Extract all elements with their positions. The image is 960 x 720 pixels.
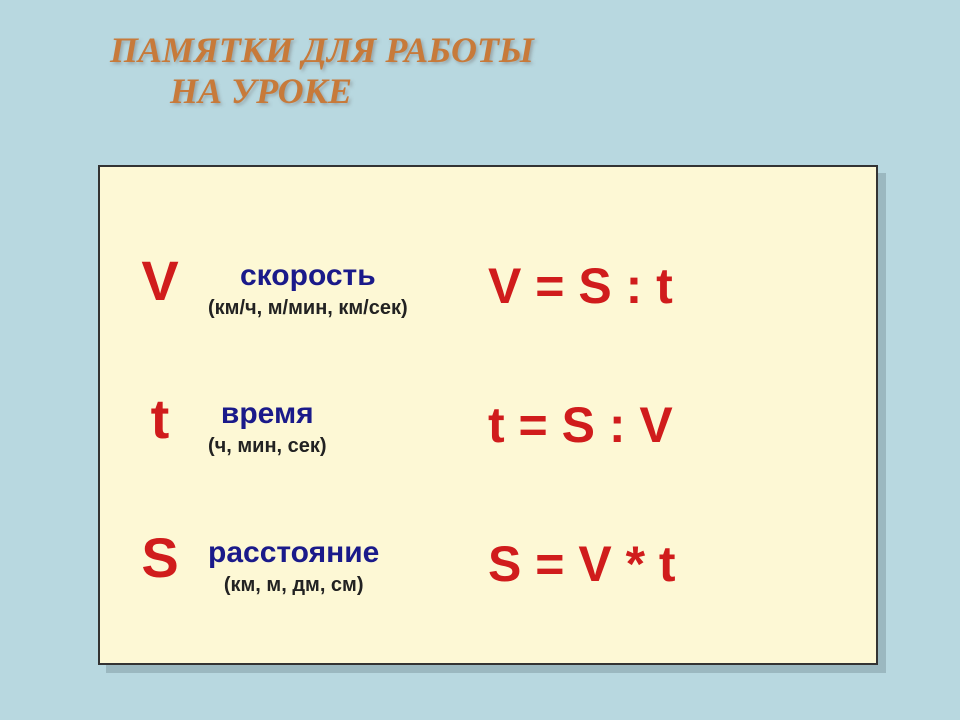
page-title: ПАМЯТКИ ДЛЯ РАБОТЫ НА УРОКЕ [110, 30, 534, 113]
row-speed: V скорость (км/ч, м/мин, км/сек) V = S :… [130, 253, 846, 320]
label-block: расстояние (км, м, дм, см) [208, 530, 379, 597]
units-distance: (км, м, дм, см) [224, 574, 364, 597]
label-distance: расстояние [208, 536, 379, 570]
row-time: t время (ч, мин, сек) t = S : V [130, 391, 846, 458]
label-speed: скорость [240, 259, 376, 293]
symbol-t: t [130, 391, 190, 447]
label-time: время [221, 397, 314, 431]
formula-s: S = V * t [488, 535, 846, 593]
formula-card: V скорость (км/ч, м/мин, км/сек) V = S :… [98, 165, 878, 665]
label-block: время (ч, мин, сек) [208, 391, 327, 458]
row-left: t время (ч, мин, сек) [130, 391, 488, 458]
units-speed: (км/ч, м/мин, км/сек) [208, 297, 408, 320]
title-line-2: НА УРОКЕ [110, 71, 534, 112]
symbol-s: S [130, 530, 190, 586]
formula-t: t = S : V [488, 396, 846, 454]
row-left: V скорость (км/ч, м/мин, км/сек) [130, 253, 488, 320]
card-body: V скорость (км/ч, м/мин, км/сек) V = S :… [98, 165, 878, 665]
title-line-1: ПАМЯТКИ ДЛЯ РАБОТЫ [110, 30, 534, 71]
formula-v: V = S : t [488, 257, 846, 315]
row-left: S расстояние (км, м, дм, см) [130, 530, 488, 597]
symbol-v: V [130, 253, 190, 309]
label-block: скорость (км/ч, м/мин, км/сек) [208, 253, 408, 320]
units-time: (ч, мин, сек) [208, 435, 327, 458]
row-distance: S расстояние (км, м, дм, см) S = V * t [130, 530, 846, 597]
